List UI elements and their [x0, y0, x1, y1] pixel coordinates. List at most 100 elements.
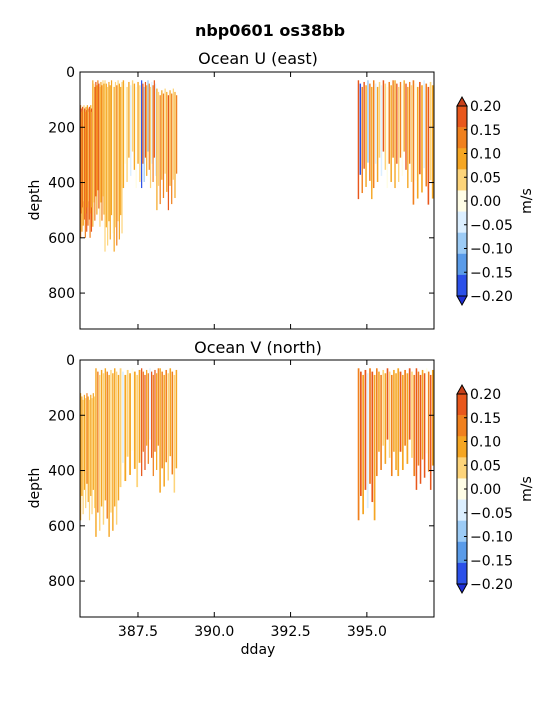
data-cell	[93, 396, 96, 509]
colorbar-swatch	[457, 541, 467, 564]
y-axis: 0 200 400 600 800	[48, 65, 434, 302]
data-cell	[83, 105, 85, 202]
colorbar-swatch	[457, 190, 467, 212]
y-tick-label: 400	[48, 176, 75, 192]
data-cell	[104, 368, 107, 501]
colorbar-tick-label: 0.05	[470, 170, 501, 186]
data-cell	[374, 83, 377, 164]
axes-frame	[79, 71, 435, 330]
data-cell	[84, 108, 86, 220]
x-axis-label: dday	[241, 642, 276, 658]
data-cell	[399, 81, 402, 158]
data-cell	[115, 371, 118, 525]
data-cell	[136, 374, 139, 488]
data-cell	[407, 86, 409, 189]
data-cell	[163, 374, 165, 487]
data-cell	[386, 86, 389, 189]
data-cell	[142, 371, 144, 452]
plot-area	[80, 80, 434, 252]
data-cell	[373, 374, 376, 521]
colorbar-label: m/s	[519, 188, 535, 214]
data-cell	[97, 371, 99, 513]
data-cell	[159, 95, 161, 205]
data-cell	[133, 83, 136, 170]
data-cell	[159, 368, 161, 493]
data-cell	[401, 85, 404, 176]
data-cell	[107, 86, 109, 246]
data-cell	[116, 85, 118, 246]
data-cell	[120, 86, 122, 216]
data-cell	[362, 374, 364, 515]
data-cell	[378, 81, 381, 158]
data-cell	[93, 83, 95, 203]
x-axis: 387.5 390.0 392.5 395.0	[118, 360, 387, 640]
data-cell	[423, 373, 426, 478]
data-cell	[401, 374, 404, 470]
y-tick-label: 600	[48, 519, 75, 535]
data-cell	[369, 368, 371, 484]
colorbar-swatch	[457, 457, 467, 479]
data-cell	[421, 85, 423, 193]
data-cell	[92, 393, 94, 490]
data-cell	[427, 371, 430, 472]
colorbar-swatch	[457, 562, 467, 585]
data-cell	[144, 81, 147, 158]
data-cell	[99, 374, 101, 531]
data-cell	[100, 369, 103, 507]
colorbar-swatch	[457, 106, 467, 128]
data-cell	[392, 80, 394, 158]
data-cell	[142, 83, 144, 164]
data-cell	[382, 369, 385, 446]
data-cell	[81, 111, 83, 232]
data-cell	[139, 85, 141, 182]
colorbar: 0.20 0.15 0.10 0.05 0.00 −0.05 −0.10 −0.15 −0.20	[456, 383, 513, 595]
data-cell	[157, 368, 159, 446]
data-cell	[172, 88, 174, 180]
data-cell	[431, 85, 434, 199]
colorbar-swatch	[457, 211, 467, 233]
data-cell	[156, 88, 158, 211]
y-axis-label: depth	[27, 468, 43, 509]
colorbar-extend-min	[456, 583, 468, 595]
data-cell	[161, 371, 163, 469]
panel-ocean-v: Ocean V (north) 0 200 400 600 800 387.5 390.0…	[27, 338, 535, 658]
colorbar-swatch	[457, 169, 467, 191]
colorbar-tick-label: 0.10	[470, 147, 501, 163]
data-cell	[126, 86, 128, 182]
data-cell	[376, 368, 378, 477]
data-cell	[124, 83, 126, 164]
data-cell	[94, 86, 96, 221]
colorbar-tick-label: 0.00	[470, 194, 501, 210]
data-cell	[397, 368, 400, 477]
data-cell	[429, 374, 432, 490]
data-cell	[121, 81, 123, 234]
colorbar-swatch	[457, 499, 467, 521]
data-cell	[412, 80, 415, 205]
colorbar-swatch	[457, 415, 467, 437]
data-cell	[151, 81, 153, 164]
data-cell	[130, 85, 132, 176]
data-cell	[376, 86, 379, 182]
data-cell	[410, 85, 413, 182]
data-cell	[369, 83, 371, 181]
data-cell	[114, 368, 116, 507]
data-cell	[86, 105, 88, 208]
data-cell	[151, 371, 153, 458]
data-cell	[372, 80, 375, 189]
data-cell	[153, 80, 155, 158]
colorbar-tick-label: 0.15	[470, 123, 501, 139]
data-cell	[146, 369, 148, 446]
data-cell	[419, 374, 422, 484]
data-cell	[108, 81, 110, 222]
data-cell	[417, 371, 420, 466]
data-cell	[100, 81, 102, 203]
data-cell	[133, 371, 136, 469]
colorbar-swatch	[457, 232, 467, 255]
data-cell	[88, 106, 91, 220]
data-cell	[155, 83, 157, 176]
data-cell	[143, 86, 145, 182]
data-cell	[95, 81, 97, 197]
data-cell	[109, 85, 111, 240]
data-cell	[152, 85, 154, 182]
data-cell	[162, 93, 165, 199]
